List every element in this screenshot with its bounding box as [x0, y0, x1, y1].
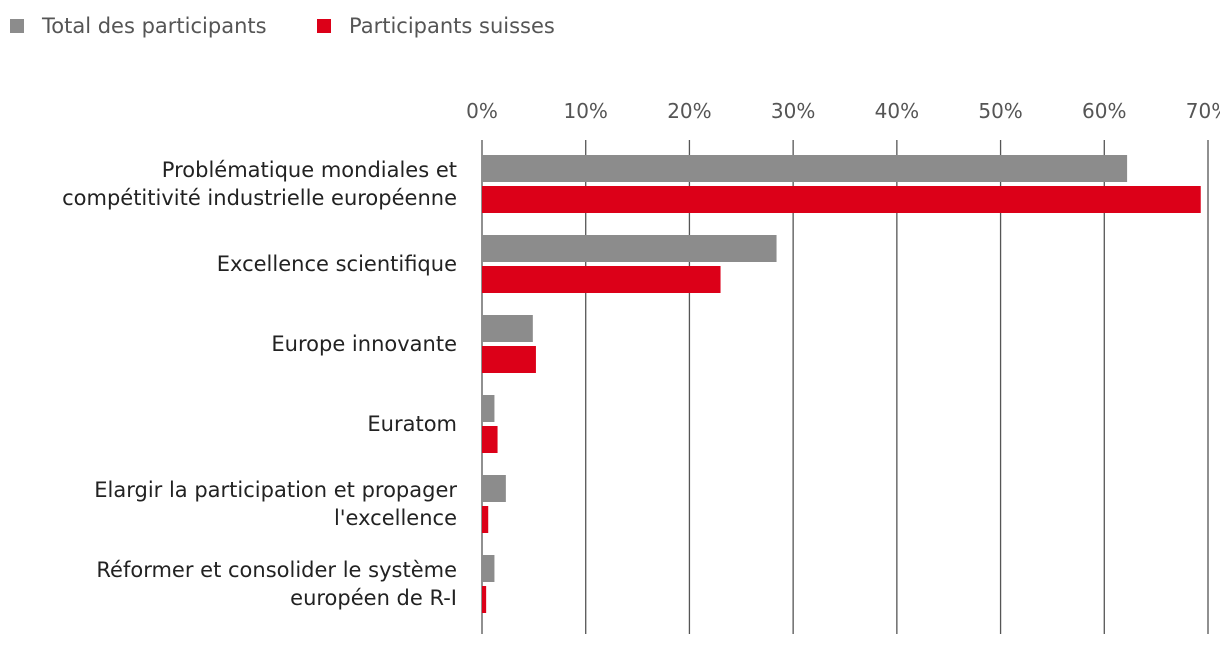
- legend-swatch-total: [10, 19, 24, 33]
- bar-swiss: [482, 426, 498, 453]
- bar-total: [482, 555, 495, 582]
- bar-total: [482, 155, 1128, 182]
- bar-swiss: [482, 266, 721, 293]
- legend: Total des participants Participants suis…: [10, 14, 555, 38]
- bar-swiss: [482, 186, 1201, 213]
- legend-label-swiss: Participants suisses: [349, 14, 555, 38]
- x-tick-label: 20%: [667, 99, 711, 123]
- bar-total: [482, 235, 777, 262]
- category-label: Excellence scientifique: [217, 252, 457, 276]
- x-tick-label: 50%: [978, 99, 1022, 123]
- legend-label-total: Total des participants: [41, 14, 267, 38]
- bar-total: [482, 315, 533, 342]
- bars: [482, 155, 1201, 613]
- x-tick-label: 10%: [563, 99, 607, 123]
- bar-swiss: [482, 586, 487, 613]
- category-label: Euratom: [367, 412, 457, 436]
- category-labels: Problématique mondiales et compétitivité …: [62, 158, 457, 610]
- category-label: Réformer et consolider le système: [96, 558, 457, 582]
- bar-total: [482, 395, 495, 422]
- bar-total: [482, 475, 506, 502]
- x-tick-label: 30%: [771, 99, 815, 123]
- x-tick-label: 0%: [466, 99, 498, 123]
- category-label: Europe innovante: [271, 332, 457, 356]
- legend-swatch-swiss: [317, 19, 331, 33]
- category-label: Elargir la participation et propager: [94, 478, 457, 502]
- x-tick-label: 40%: [875, 99, 919, 123]
- category-label: européen de R-I: [290, 586, 457, 610]
- gridlines: [481, 140, 1209, 634]
- x-tick-label: 70%: [1186, 99, 1220, 123]
- category-label: Problématique mondiales et: [162, 158, 457, 182]
- bar-swiss: [482, 506, 489, 533]
- category-label: l'excellence: [334, 506, 457, 530]
- x-axis-ticks: 0% 10% 20% 30% 40% 50% 60% 70%: [466, 99, 1220, 123]
- bar-swiss: [482, 346, 536, 373]
- x-tick-label: 60%: [1082, 99, 1126, 123]
- category-label: compétitivité industrielle européenne: [62, 186, 457, 210]
